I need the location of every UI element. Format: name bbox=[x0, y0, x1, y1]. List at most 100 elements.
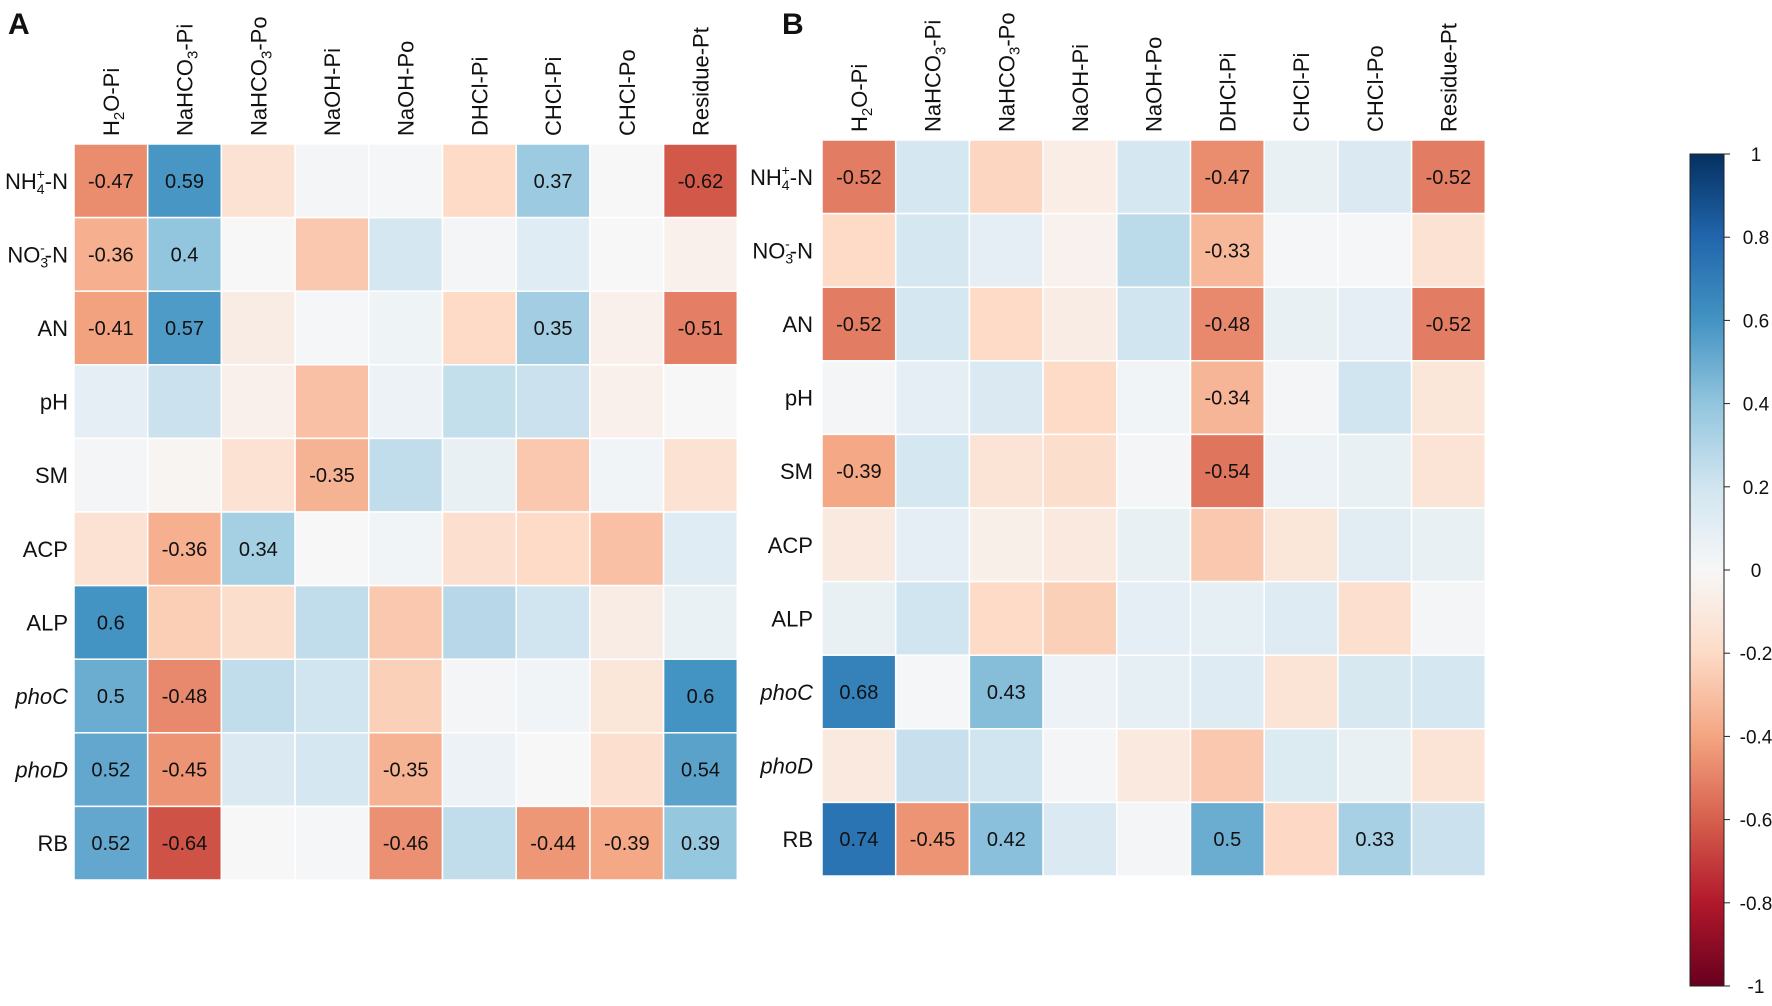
heatmap-cell bbox=[146, 658, 223, 734]
heatmap-cell bbox=[515, 732, 591, 808]
cell-value-label: -0.36 bbox=[162, 539, 208, 561]
cell-value-label: -0.45 bbox=[162, 760, 208, 782]
heatmap-cell bbox=[821, 433, 897, 509]
heatmap-cell bbox=[146, 216, 223, 292]
heatmap-cell bbox=[1337, 212, 1413, 288]
heatmap-cell bbox=[662, 290, 739, 366]
row-label: phoC bbox=[759, 680, 813, 705]
heatmap-cell bbox=[515, 511, 591, 587]
heatmap-cell bbox=[1189, 507, 1265, 583]
heatmap-cell bbox=[368, 216, 444, 292]
heatmap-cell bbox=[821, 580, 897, 656]
heatmap-cell bbox=[515, 658, 591, 734]
heatmap-cell bbox=[589, 584, 665, 660]
heatmap-cell bbox=[589, 216, 665, 292]
column-label: Residue-Pt bbox=[689, 27, 714, 136]
heatmap-cell bbox=[146, 511, 223, 587]
heatmap-cell bbox=[1189, 801, 1265, 877]
heatmap-cell bbox=[1042, 580, 1118, 656]
cell-value-label: -0.54 bbox=[1205, 461, 1251, 483]
heatmap-cell bbox=[821, 728, 897, 804]
heatmap-cell bbox=[515, 216, 591, 292]
heatmap-cell bbox=[220, 584, 296, 660]
heatmap-cell bbox=[1263, 286, 1339, 362]
heatmap-cell bbox=[1042, 212, 1118, 288]
row-label: ACP bbox=[768, 533, 813, 558]
column-label: NaOH-Pi bbox=[320, 48, 345, 136]
colorbar-tick-label: -1 bbox=[1748, 977, 1765, 998]
heatmap-cell bbox=[294, 732, 370, 808]
column-label: CHCl-Po bbox=[1363, 45, 1388, 132]
heatmap-cell bbox=[146, 437, 223, 513]
row-label: phoC bbox=[14, 684, 68, 709]
colorbar: 1 0.8 0.6 0.4 0.2 0 -0.2 -0.4 -0.6 -0.8 -1 bbox=[1689, 145, 1772, 998]
cell-value-label: 0.68 bbox=[839, 682, 878, 704]
heatmap-cell bbox=[441, 658, 517, 734]
cell-value-label: -0.39 bbox=[604, 833, 650, 855]
heatmap-cell bbox=[1263, 580, 1339, 656]
heatmap-cell bbox=[1116, 360, 1192, 436]
heatmap-cell bbox=[1116, 433, 1192, 509]
cell-value-label: -0.52 bbox=[836, 314, 882, 336]
heatmap-cell bbox=[662, 805, 739, 881]
heatmap-cell bbox=[73, 364, 149, 440]
cell-value-label: 0.5 bbox=[1213, 829, 1241, 851]
heatmap-cell bbox=[1189, 654, 1265, 730]
heatmap-cell bbox=[441, 732, 517, 808]
row-label: AN bbox=[37, 316, 68, 341]
heatmap-cell bbox=[220, 732, 296, 808]
heatmap-cell bbox=[294, 805, 370, 881]
column-label: NaOH-Po bbox=[1142, 37, 1167, 132]
heatmap-cell bbox=[1263, 433, 1339, 509]
cell-value-label: 0.39 bbox=[681, 833, 720, 855]
heatmap-cell bbox=[1042, 654, 1118, 730]
heatmap-cell bbox=[821, 139, 897, 215]
heatmap-cell bbox=[515, 437, 591, 513]
column-label: CHCl-Pi bbox=[541, 57, 566, 136]
cell-value-label: -0.52 bbox=[1426, 314, 1472, 336]
column-label: NaOH-Pi bbox=[1068, 44, 1093, 132]
heatmap-cell bbox=[894, 433, 971, 509]
column-label: CHCl-Pi bbox=[1289, 53, 1314, 132]
heatmap-cell bbox=[821, 801, 897, 877]
heatmap-cell bbox=[368, 658, 444, 734]
row-label: NO3--N bbox=[752, 235, 813, 266]
heatmap-cell bbox=[1116, 728, 1192, 804]
panel-label: A bbox=[8, 8, 30, 41]
heatmap-cell bbox=[515, 143, 591, 219]
column-label: CHCl-Po bbox=[615, 49, 640, 136]
cell-value-label: 0.33 bbox=[1355, 829, 1394, 851]
heatmap-cell bbox=[441, 584, 517, 660]
heatmap-cell bbox=[1189, 212, 1265, 288]
row-label: pH bbox=[785, 386, 813, 411]
heatmap-cell bbox=[73, 143, 149, 219]
heatmap-cell bbox=[368, 143, 444, 219]
heatmap-cell bbox=[220, 658, 296, 734]
heatmap-cell bbox=[1263, 728, 1339, 804]
heatmap-cell bbox=[1042, 507, 1118, 583]
heatmap-cell bbox=[1042, 801, 1118, 877]
heatmap-cell bbox=[662, 658, 739, 734]
heatmap-cell bbox=[1337, 433, 1413, 509]
heatmap-cell bbox=[968, 433, 1044, 509]
heatmap-cell bbox=[294, 584, 370, 660]
heatmap-cell bbox=[1337, 507, 1413, 583]
column-label: DHCl-Pi bbox=[1215, 53, 1240, 132]
cell-value-label: 0.6 bbox=[687, 686, 715, 708]
colorbar-tick-label: -0.8 bbox=[1740, 894, 1772, 915]
heatmap-cell bbox=[1116, 801, 1192, 877]
cell-value-label: -0.39 bbox=[836, 461, 882, 483]
heatmap-cell bbox=[968, 728, 1044, 804]
heatmap-cell bbox=[821, 212, 897, 288]
heatmap-cell bbox=[441, 437, 517, 513]
heatmap-cell bbox=[894, 801, 971, 877]
cell-value-label: 0.42 bbox=[987, 829, 1026, 851]
heatmap-cell bbox=[968, 507, 1044, 583]
heatmap-cell bbox=[1410, 728, 1487, 804]
cell-value-label: 0.6 bbox=[97, 612, 125, 634]
heatmap-cell bbox=[220, 143, 296, 219]
heatmap-cell bbox=[146, 290, 223, 366]
heatmap-cell bbox=[294, 143, 370, 219]
